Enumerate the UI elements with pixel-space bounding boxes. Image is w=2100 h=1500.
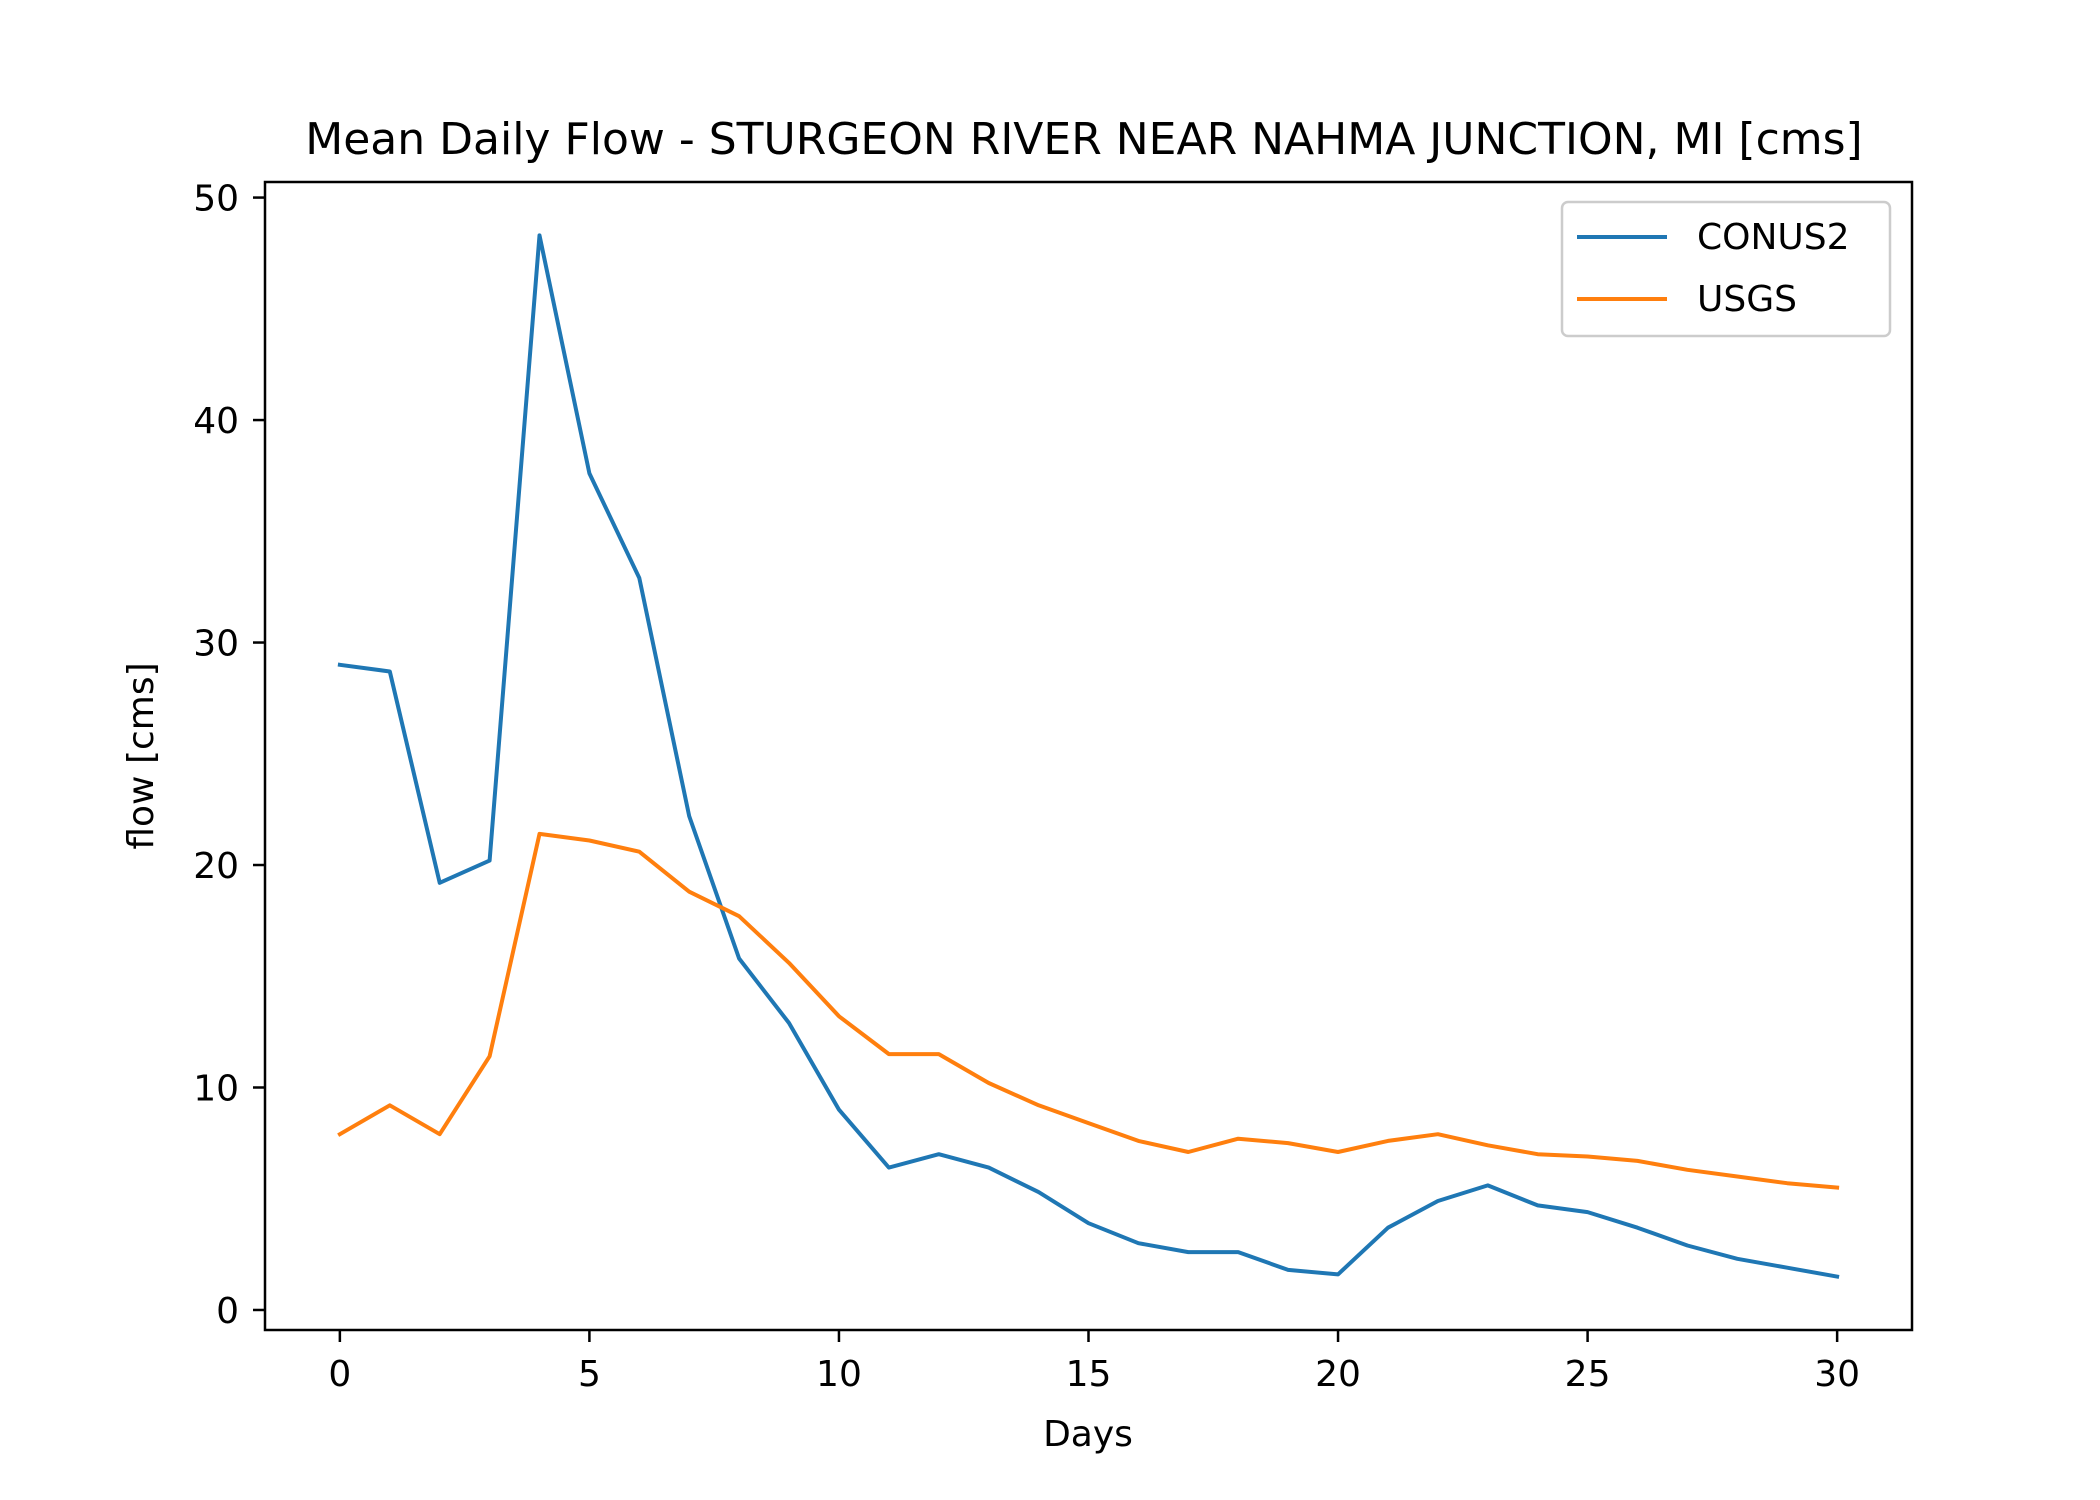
x-tick-label: 0 xyxy=(328,1354,351,1395)
y-tick-label: 40 xyxy=(193,401,239,442)
legend-label-conus2: CONUS2 xyxy=(1697,217,1850,258)
legend-label-usgs: USGS xyxy=(1697,279,1797,320)
y-axis-label: flow [cms] xyxy=(121,662,162,849)
x-tick-label: 30 xyxy=(1814,1354,1860,1395)
series-line-conus2 xyxy=(337,233,1840,1279)
y-tick-label: 30 xyxy=(193,624,239,665)
x-tick-label: 20 xyxy=(1315,1354,1361,1395)
y-tick-label: 0 xyxy=(216,1291,239,1332)
x-axis-label: Days xyxy=(1043,1414,1133,1455)
axis-ticks: 0 5 10 15 20 25 30 0 10 20 30 40 50 xyxy=(193,179,1860,1395)
y-tick-label: 50 xyxy=(193,179,239,220)
legend: CONUS2 USGS xyxy=(1560,200,1892,338)
plot-area-frame xyxy=(263,180,1914,1332)
chart-title: Mean Daily Flow - STURGEON RIVER NEAR NA… xyxy=(305,114,1862,165)
x-tick-label: 15 xyxy=(1066,1354,1112,1395)
x-tick-label: 10 xyxy=(816,1354,862,1395)
y-tick-label: 10 xyxy=(193,1068,239,1109)
x-tick-label: 25 xyxy=(1565,1354,1611,1395)
series-lines xyxy=(337,233,1840,1279)
y-tick-label: 20 xyxy=(193,846,239,887)
series-line-usgs xyxy=(337,831,1840,1190)
x-tick-label: 5 xyxy=(578,1354,601,1395)
